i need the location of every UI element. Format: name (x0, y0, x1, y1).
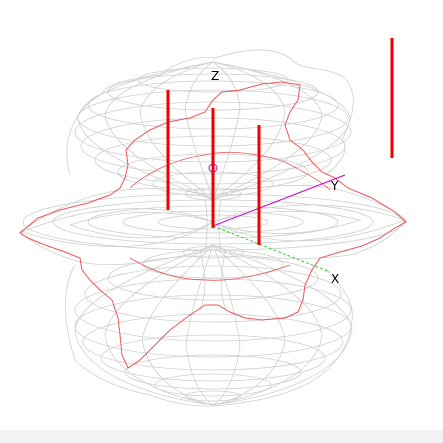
mesh-meridian (104, 244, 214, 406)
axes: Z Y X (208, 69, 346, 286)
mesh-meridian (212, 210, 362, 234)
status-strip (0, 430, 443, 443)
mesh-meridian (141, 244, 214, 406)
mesh-meridian (212, 61, 241, 201)
mesh-ring (82, 313, 344, 371)
mesh-meridian (77, 61, 214, 201)
mesh-meridian (139, 61, 214, 201)
mesh-meridian (20, 208, 214, 247)
mesh-meridian (74, 244, 214, 406)
mesh-meridian (212, 244, 286, 406)
x-axis-label: X (331, 272, 339, 286)
mesh-meridian (212, 61, 286, 201)
mesh-meridian (185, 244, 214, 406)
mesh-meridian (212, 244, 353, 406)
mesh-ring (100, 334, 326, 382)
mesh-meridian (212, 244, 241, 406)
mesh-meridian (104, 61, 214, 201)
mesh-ring (154, 373, 272, 397)
mesh-ring (184, 390, 242, 402)
mesh-ring (142, 249, 284, 279)
mesh-ring (124, 354, 302, 390)
mesh-meridian (212, 61, 351, 201)
pattern-cut-inner (129, 152, 331, 281)
mesh-meridian (212, 61, 323, 201)
z-axis-label: Z (211, 69, 219, 83)
pattern-mesh (19, 49, 407, 407)
y-axis-line (212, 174, 346, 227)
mesh-ring (84, 265, 342, 323)
mesh-outline-lower (65, 264, 353, 407)
pattern-cut-outline (19, 81, 407, 369)
x-axis-line (212, 225, 331, 273)
mesh-ring (74, 294, 352, 358)
mesh-meridian (184, 61, 214, 201)
mesh-meridian (212, 244, 323, 406)
mesh-meridian (212, 204, 407, 242)
mesh-ring (74, 278, 352, 342)
mesh-waist (204, 199, 222, 251)
y-axis-label: Y (330, 179, 339, 193)
mesh-meridian (68, 211, 214, 239)
dipole-elements (166, 38, 394, 245)
